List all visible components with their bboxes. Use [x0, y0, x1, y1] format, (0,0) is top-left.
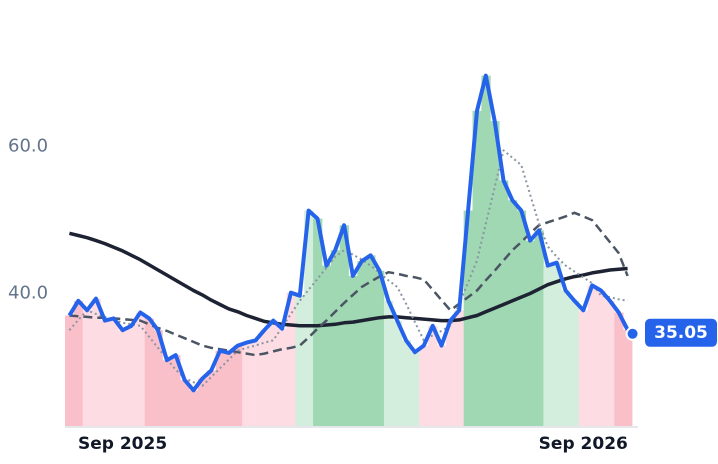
area-bar	[596, 290, 606, 427]
area-bar	[392, 320, 403, 427]
area-bar	[348, 275, 358, 427]
area-bar	[623, 329, 633, 427]
x-tick-label: Sep 2025	[78, 434, 167, 454]
area-bar	[366, 255, 376, 427]
area-bar	[339, 225, 349, 427]
area-bar	[100, 320, 110, 427]
area-bar	[215, 350, 225, 427]
area-bar	[614, 312, 624, 427]
area-bar	[73, 300, 84, 427]
area-bar	[144, 318, 154, 427]
area-bar	[507, 200, 518, 427]
area-bar	[313, 218, 323, 427]
area-bar	[135, 312, 146, 427]
area-bar	[605, 300, 615, 427]
y-tick-label: 40.0	[8, 282, 48, 303]
area-bar	[516, 210, 527, 427]
area-bar	[401, 340, 411, 427]
area-bar	[428, 325, 438, 427]
last-value-label: 35.05	[654, 323, 708, 343]
area-bar	[224, 352, 234, 427]
area-bar	[578, 310, 589, 427]
area-bar	[65, 315, 75, 427]
area-bar	[569, 300, 580, 427]
area-bar	[472, 110, 482, 428]
area-bar	[321, 265, 332, 427]
area-bar	[109, 318, 119, 427]
area-bar	[91, 298, 101, 427]
area-bar	[481, 75, 491, 427]
area-bar	[375, 270, 385, 427]
area-bar	[259, 330, 270, 427]
area-bar	[543, 265, 553, 427]
area-bar	[127, 325, 137, 427]
area-bar	[552, 262, 562, 427]
x-tick-label: Sep 2026	[539, 434, 628, 454]
area-bar	[587, 285, 597, 427]
area-bar	[251, 340, 261, 427]
area-bar	[410, 352, 420, 427]
area-bar	[277, 328, 287, 427]
last-value-badge	[645, 318, 717, 347]
area-bar	[286, 292, 296, 427]
last-point	[625, 326, 640, 341]
area-bar	[180, 380, 190, 427]
area-bar	[445, 320, 456, 427]
area-bar	[525, 240, 535, 427]
area-bar	[295, 295, 305, 427]
series-line	[67, 73, 630, 393]
area-bar	[454, 310, 465, 427]
series-line	[68, 231, 628, 328]
area-bar	[197, 378, 208, 427]
area-bar	[419, 345, 429, 427]
area-bar	[153, 330, 163, 427]
area-bar	[561, 290, 571, 427]
area-bar	[82, 310, 92, 427]
area-bar	[233, 345, 243, 427]
area-bar	[268, 320, 279, 427]
area-bar	[534, 230, 544, 427]
area-bar	[330, 250, 341, 427]
area-bar	[437, 345, 447, 427]
area-bar	[162, 360, 172, 427]
area-bar	[171, 355, 181, 427]
area-bar	[383, 300, 394, 427]
y-tick-label: 60.0	[8, 136, 48, 157]
area-bar	[118, 330, 128, 427]
series-line	[69, 211, 629, 357]
area-bar	[490, 121, 500, 427]
area-bar	[304, 210, 314, 427]
area-bar	[206, 370, 217, 427]
area-bar	[357, 261, 367, 427]
area-bar	[242, 342, 252, 427]
area-bar	[189, 390, 199, 427]
